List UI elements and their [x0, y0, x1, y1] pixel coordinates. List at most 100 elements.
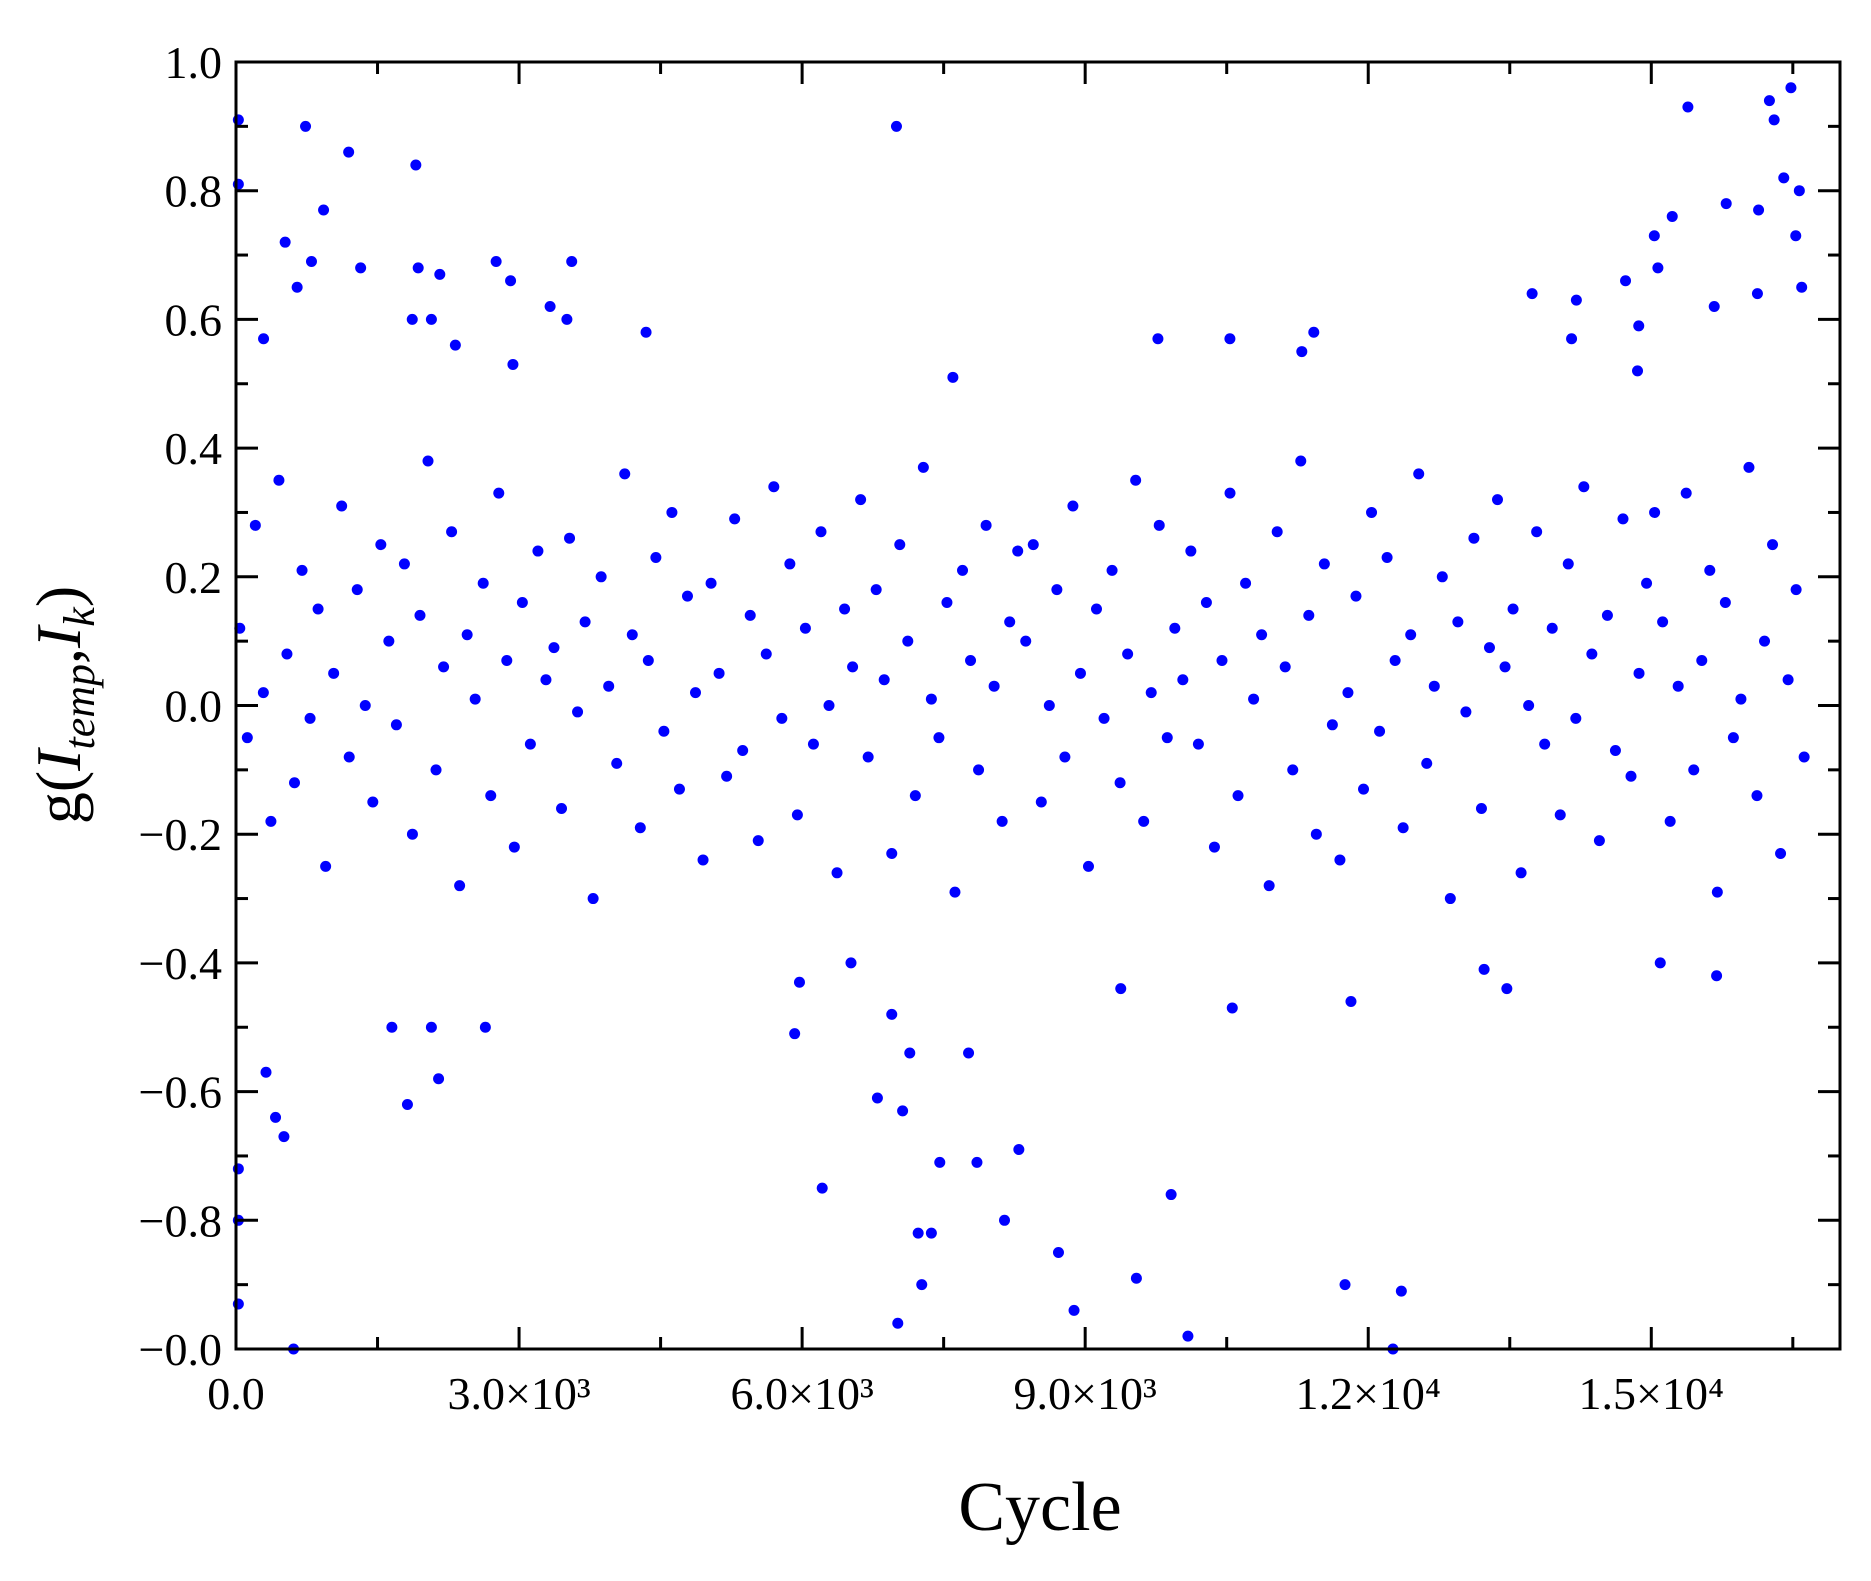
- point: [291, 281, 303, 293]
- point: [579, 616, 591, 628]
- point: [1796, 281, 1808, 293]
- point: [449, 339, 461, 351]
- point: [1711, 886, 1723, 898]
- point: [789, 1028, 801, 1040]
- point: [1501, 983, 1513, 995]
- point: [1224, 487, 1236, 499]
- point: [1468, 532, 1480, 544]
- point: [1727, 732, 1739, 744]
- point: [461, 629, 473, 641]
- point: [912, 1227, 924, 1239]
- point: [257, 687, 269, 699]
- point: [1366, 506, 1378, 518]
- point: [1578, 481, 1590, 493]
- point: [1421, 757, 1433, 769]
- point: [892, 1317, 904, 1329]
- point: [241, 732, 253, 744]
- point: [1263, 880, 1275, 892]
- point: [1617, 513, 1629, 525]
- point: [878, 674, 890, 686]
- point: [406, 313, 418, 325]
- point: [1326, 719, 1338, 731]
- point: [1098, 712, 1110, 724]
- point: [1224, 333, 1236, 345]
- point: [807, 738, 819, 750]
- point: [626, 629, 638, 641]
- point: [1374, 725, 1386, 737]
- point: [1115, 983, 1127, 995]
- point: [776, 712, 788, 724]
- point: [1785, 82, 1797, 94]
- point: [1027, 539, 1039, 551]
- point: [705, 577, 717, 589]
- point: [398, 558, 410, 570]
- point: [1130, 474, 1142, 486]
- point: [1068, 1304, 1080, 1316]
- point: [1763, 95, 1775, 107]
- point: [1531, 526, 1543, 538]
- point: [304, 712, 316, 724]
- point: [934, 1156, 946, 1168]
- point: [1652, 262, 1664, 274]
- point: [1682, 101, 1694, 113]
- point: [847, 661, 859, 673]
- y-axis-title-part: ,: [23, 648, 94, 664]
- x-tick-label: 3.0×10³: [447, 1368, 590, 1419]
- point: [469, 693, 481, 705]
- point: [1052, 1246, 1064, 1258]
- point: [909, 790, 921, 802]
- point: [673, 783, 685, 795]
- point: [438, 661, 450, 673]
- point: [634, 822, 646, 834]
- point: [1397, 822, 1409, 834]
- y-tick-label: −0.4: [139, 938, 222, 989]
- point: [768, 481, 780, 493]
- point: [1013, 1144, 1025, 1156]
- point: [1515, 867, 1527, 879]
- y-axis-title-part: k: [55, 606, 104, 627]
- point: [642, 654, 654, 666]
- x-tick-label: 6.0×10³: [731, 1368, 874, 1419]
- point: [1751, 790, 1763, 802]
- point: [351, 584, 363, 596]
- point: [1240, 577, 1252, 589]
- point: [430, 764, 442, 776]
- point: [1232, 790, 1244, 802]
- point: [1051, 584, 1063, 596]
- point: [516, 597, 528, 609]
- point: [1185, 545, 1197, 557]
- point: [485, 790, 497, 802]
- y-tick-label: 0.8: [165, 166, 223, 217]
- point: [367, 796, 379, 808]
- point: [1586, 648, 1598, 660]
- point: [1192, 738, 1204, 750]
- point: [479, 1021, 491, 1033]
- point: [870, 584, 882, 596]
- point: [957, 564, 969, 576]
- y-axis-title-part: temp: [55, 664, 104, 750]
- point: [320, 860, 332, 872]
- point: [1483, 642, 1495, 654]
- point: [258, 333, 270, 345]
- point: [1381, 551, 1393, 563]
- point: [305, 255, 317, 267]
- point: [999, 1214, 1011, 1226]
- point: [477, 577, 489, 589]
- point: [493, 487, 505, 499]
- point: [971, 1156, 983, 1168]
- point: [666, 506, 678, 518]
- point: [524, 738, 536, 750]
- y-tick-label: −0.2: [139, 809, 222, 860]
- point: [1753, 204, 1765, 216]
- point: [1122, 648, 1134, 660]
- point: [1035, 796, 1047, 808]
- point: [1704, 564, 1716, 576]
- x-tick-label: 1.5×10⁴: [1579, 1368, 1724, 1419]
- point: [1790, 230, 1802, 242]
- point: [490, 255, 502, 267]
- point: [296, 564, 308, 576]
- y-tick-label: −0.0: [139, 1324, 222, 1375]
- point: [1452, 616, 1464, 628]
- points: [232, 82, 1810, 1355]
- point: [1625, 770, 1637, 782]
